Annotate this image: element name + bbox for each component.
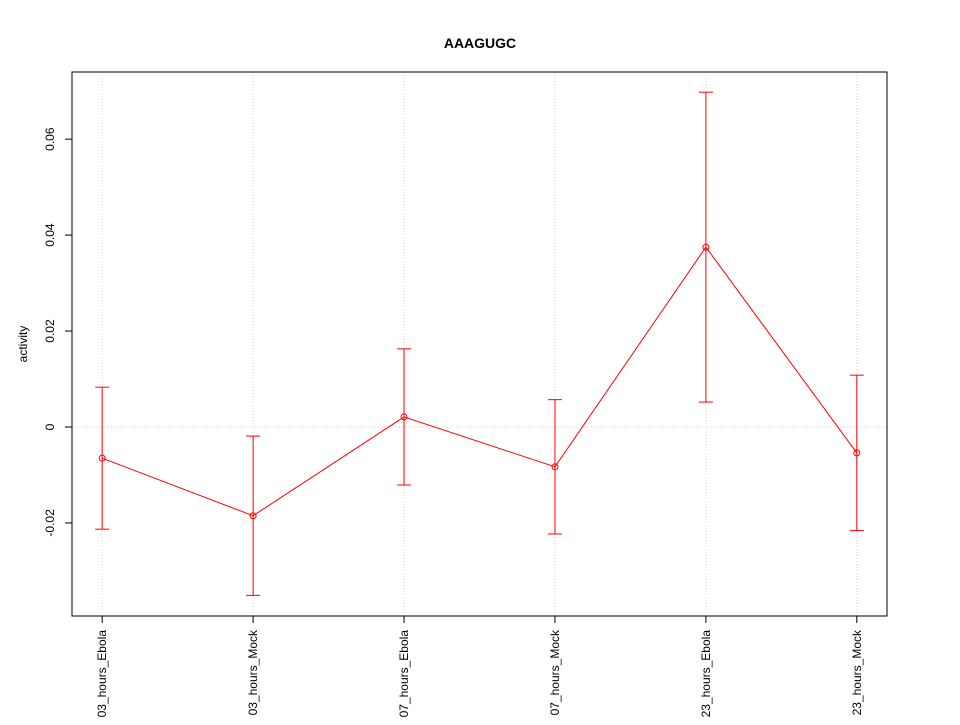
data-point [702, 243, 710, 251]
y-tick-label: -0.02 [43, 509, 57, 537]
data-line [102, 246, 858, 517]
y-tick-label: 0.02 [43, 319, 57, 343]
x-tick-label: 23_hours_Ebola [699, 630, 713, 718]
x-tick-label: 23_hours_Mock [850, 629, 864, 715]
y-tick-label: 0 [43, 423, 57, 430]
y-axis-label: activity [16, 326, 30, 363]
data-point [98, 454, 106, 462]
data-point [551, 463, 559, 471]
x-tick-label: 03_hours_Mock [246, 629, 260, 715]
x-tick-label: 07_hours_Mock [548, 629, 562, 715]
y-tick-label: 0.04 [43, 223, 57, 247]
data-point [249, 512, 257, 520]
data-point [400, 413, 408, 421]
data-point [853, 449, 861, 457]
y-tick-label: 0.06 [43, 127, 57, 151]
plot-frame [71, 71, 888, 617]
x-tick-label: 07_hours_Ebola [397, 630, 411, 718]
x-tick-label: 03_hours_Ebola [95, 630, 109, 718]
chart-title: AAAGUGC [444, 35, 516, 51]
